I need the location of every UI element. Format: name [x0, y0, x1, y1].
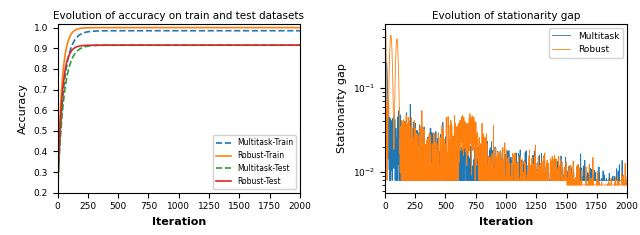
- Line: Multitask-Test: Multitask-Test: [58, 45, 300, 190]
- Line: Multitask-Train: Multitask-Train: [58, 31, 300, 185]
- Robust-Test: [211, 44, 219, 47]
- Multitask: [499, 179, 507, 182]
- Multitask-Train: [172, 29, 179, 32]
- Multitask-Train: [289, 29, 297, 32]
- Robust-Train: [289, 26, 297, 29]
- Multitask-Test: [289, 44, 297, 47]
- Multitask: [623, 179, 631, 182]
- Multitask: [616, 179, 624, 182]
- Multitask-Test: [244, 44, 252, 47]
- Robust: [572, 184, 580, 186]
- Multitask-Test: [67, 63, 74, 65]
- Multitask-Train: [296, 29, 304, 32]
- Robust-Train: [67, 35, 74, 37]
- Title: Evolution of stationarity gap: Evolution of stationarity gap: [432, 11, 580, 21]
- Multitask-Train: [54, 184, 61, 186]
- Multitask-Train: [67, 49, 74, 52]
- Robust: [616, 184, 624, 186]
- Robust: [493, 179, 500, 182]
- X-axis label: Iteration: Iteration: [152, 217, 206, 227]
- Robust: [623, 184, 631, 186]
- Robust-Train: [244, 26, 252, 29]
- Line: Robust-Train: Robust-Train: [58, 28, 300, 183]
- Robust-Train: [172, 26, 179, 29]
- Y-axis label: Stationarity gap: Stationarity gap: [337, 63, 348, 153]
- Multitask-Train: [289, 29, 297, 32]
- Multitask: [616, 179, 624, 182]
- Robust: [381, 31, 388, 34]
- Multitask-Test: [289, 44, 297, 47]
- Multitask: [385, 179, 393, 182]
- Multitask: [381, 58, 388, 60]
- Robust-Test: [244, 44, 252, 47]
- Line: Multitask: Multitask: [385, 59, 627, 180]
- Line: Robust: Robust: [385, 31, 627, 185]
- Multitask-Train: [165, 29, 173, 32]
- Robust-Test: [296, 44, 304, 47]
- Multitask-Test: [172, 44, 179, 47]
- Multitask-Train: [244, 29, 252, 32]
- Multitask: [394, 179, 401, 182]
- Legend: Multitask-Train, Robust-Train, Multitask-Test, Robust-Test: Multitask-Train, Robust-Train, Multitask…: [212, 135, 296, 189]
- Robust-Test: [67, 51, 74, 54]
- Robust: [394, 40, 401, 43]
- Robust-Train: [289, 26, 297, 29]
- X-axis label: Iteration: Iteration: [479, 217, 533, 227]
- Robust: [616, 184, 624, 186]
- Robust: [499, 146, 507, 149]
- Robust-Train: [54, 182, 61, 184]
- Title: Evolution of accuracy on train and test datasets: Evolution of accuracy on train and test …: [53, 11, 304, 21]
- Robust-Train: [165, 26, 173, 29]
- Legend: Multitask, Robust: Multitask, Robust: [549, 28, 623, 58]
- Robust-Test: [172, 44, 179, 47]
- Line: Robust-Test: Robust-Test: [58, 45, 300, 188]
- Robust-Test: [165, 44, 173, 47]
- Multitask-Test: [54, 188, 61, 191]
- Multitask-Test: [278, 44, 286, 47]
- Robust-Test: [54, 187, 61, 190]
- Multitask: [493, 163, 500, 166]
- Multitask-Test: [165, 44, 173, 47]
- Multitask-Train: [279, 29, 287, 32]
- Multitask-Test: [296, 44, 304, 47]
- Y-axis label: Accuracy: Accuracy: [18, 82, 28, 134]
- Multitask: [572, 179, 580, 182]
- Robust-Train: [212, 26, 220, 29]
- Robust-Test: [289, 44, 297, 47]
- Robust-Train: [296, 26, 304, 29]
- Robust-Test: [289, 44, 297, 47]
- Robust: [382, 30, 390, 33]
- Robust: [563, 184, 571, 186]
